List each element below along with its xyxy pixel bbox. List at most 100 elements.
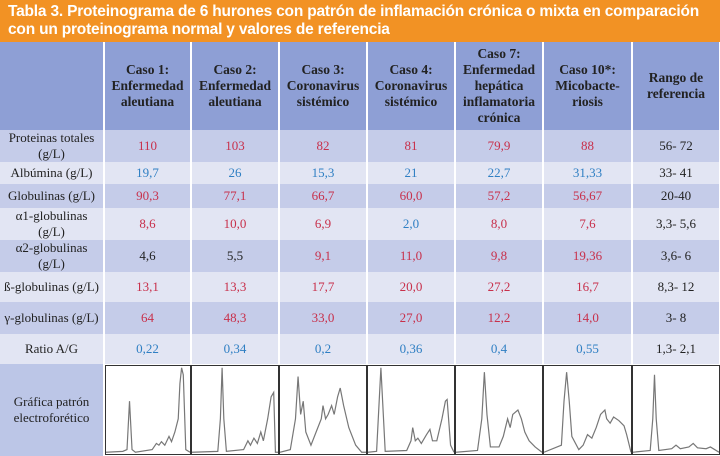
- electrophoresis-trace: [633, 375, 719, 452]
- table-title: Tabla 3. Proteinograma de 6 hurones con …: [0, 0, 720, 42]
- column-header: [0, 42, 105, 130]
- reference-range: 3- 8: [632, 302, 720, 334]
- cell-value: 0,2: [279, 334, 368, 364]
- cell-value: 81: [367, 130, 456, 162]
- cell-value: 17,7: [279, 272, 368, 302]
- cell-value: 79,9: [455, 130, 544, 162]
- row-label: γ-globulinas (g/L): [0, 302, 105, 334]
- cell-value: 31,33: [543, 162, 633, 184]
- cell-value: 9,1: [279, 240, 368, 272]
- cell-value: 22,7: [455, 162, 544, 184]
- electrophoresis-trace: [280, 377, 366, 453]
- table-row: α1-globulinas (g/L) 8,6 10,0 6,9 2,0 8,0 7,6 3,…: [0, 208, 720, 240]
- cell-value: 8,0: [455, 208, 544, 240]
- electrophoretogram: [104, 364, 191, 456]
- electrophoretogram: [367, 364, 455, 456]
- cell-value: 0,55: [543, 334, 633, 364]
- cell-value: 11,0: [367, 240, 456, 272]
- cell-value: 57,2: [455, 184, 544, 208]
- electrophoresis-graph: [632, 365, 720, 455]
- cell-value: 0,22: [104, 334, 192, 364]
- row-label: Albúmina (g/L): [0, 162, 105, 184]
- cell-value: 2,0: [367, 208, 456, 240]
- cell-value: 0,36: [367, 334, 456, 364]
- row-label: α2-globulinas (g/L): [0, 240, 105, 272]
- cell-value: 0,4: [455, 334, 544, 364]
- cell-value: 20,0: [367, 272, 456, 302]
- cell-value: 110: [104, 130, 192, 162]
- cell-value: 13,3: [191, 272, 280, 302]
- column-header: Rango de referencia: [632, 42, 720, 130]
- cell-value: 6,9: [279, 208, 368, 240]
- electrophoresis-graph: [367, 365, 455, 455]
- table-row: Proteinas totales (g/L) 110 103 82 81 79,9 88 5…: [0, 130, 720, 162]
- cell-value: 19,36: [543, 240, 633, 272]
- cell-value: 90,3: [104, 184, 192, 208]
- cell-value: 5,5: [191, 240, 280, 272]
- electrophoresis-graph: [105, 365, 191, 455]
- cell-value: 0,34: [191, 334, 280, 364]
- electrophoresis-trace: [456, 372, 542, 452]
- reference-range: 3,6- 6: [632, 240, 720, 272]
- reference-range: 56- 72: [632, 130, 720, 162]
- row-label: Proteinas totales (g/L): [0, 130, 105, 162]
- cell-value: 64: [104, 302, 192, 334]
- electrophoresis-graph: [191, 365, 279, 455]
- column-header: Caso 4: Coronavirus sistémico: [367, 42, 456, 130]
- column-header: Caso 3: Coronavirus sistémico: [279, 42, 368, 130]
- table-row: Globulinas (g/L) 90,3 77,1 66,7 60,0 57,2 56,6…: [0, 184, 720, 208]
- reference-range: 8,3- 12: [632, 272, 720, 302]
- column-header: Caso 2: Enfermedad aleutiana: [191, 42, 280, 130]
- electrophoretogram: [632, 364, 720, 456]
- electrophoresis-trace: [192, 368, 278, 452]
- cell-value: 60,0: [367, 184, 456, 208]
- electrophoresis-graph: [279, 365, 367, 455]
- reference-range: 1,3- 2,1: [632, 334, 720, 364]
- cell-value: 27,0: [367, 302, 456, 334]
- column-header: Caso 7: Enfermedad hepática inflamatoria…: [455, 42, 544, 130]
- cell-value: 27,2: [455, 272, 544, 302]
- row-label: Ratio A/G: [0, 334, 105, 364]
- cell-value: 14,0: [543, 302, 633, 334]
- electrophoretogram: [543, 364, 632, 456]
- table-row: Albúmina (g/L) 19,7 26 15,3 21 22,7 31,33 33- 4…: [0, 162, 720, 184]
- cell-value: 7,6: [543, 208, 633, 240]
- table-row: α2-globulinas (g/L) 4,6 5,5 9,1 11,0 9,8 19,36…: [0, 240, 720, 272]
- graph-row: Gráfica patrón electroforético: [0, 364, 720, 456]
- cell-value: 88: [543, 130, 633, 162]
- row-label: Globulinas (g/L): [0, 184, 105, 208]
- cell-value: 56,67: [543, 184, 633, 208]
- column-header: Caso 1: Enfermedad aleutiana: [104, 42, 192, 130]
- header-row: Caso 1: Enfermedad aleutiana Caso 2: Enfe…: [0, 42, 720, 130]
- cell-value: 10,0: [191, 208, 280, 240]
- cell-value: 4,6: [104, 240, 192, 272]
- cell-value: 12,2: [455, 302, 544, 334]
- cell-value: 19,7: [104, 162, 192, 184]
- electrophoresis-graph: [543, 365, 632, 455]
- table-row: Ratio A/G 0,22 0,34 0,2 0,36 0,4 0,55 1,3- 2,1: [0, 334, 720, 364]
- cell-value: 21: [367, 162, 456, 184]
- cell-value: 33,0: [279, 302, 368, 334]
- row-label: ß-globulinas (g/L): [0, 272, 105, 302]
- table-row: γ-globulinas (g/L) 64 48,3 33,0 27,0 12,2 14,0…: [0, 302, 720, 334]
- row-label: Gráfica patrón electroforético: [0, 364, 105, 456]
- row-label: α1-globulinas (g/L): [0, 208, 105, 240]
- electrophoresis-trace: [368, 368, 454, 452]
- cell-value: 77,1: [191, 184, 280, 208]
- electrophoresis-graph: [455, 365, 543, 455]
- electrophoretogram: [279, 364, 367, 456]
- cell-value: 16,7: [543, 272, 633, 302]
- proteinogram-table: Caso 1: Enfermedad aleutiana Caso 2: Enfe…: [0, 42, 720, 456]
- cell-value: 103: [191, 130, 280, 162]
- reference-range: 3,3- 5,6: [632, 208, 720, 240]
- electrophoretogram: [191, 364, 279, 456]
- cell-value: 82: [279, 130, 368, 162]
- cell-value: 26: [191, 162, 280, 184]
- cell-value: 8,6: [104, 208, 192, 240]
- electrophoresis-trace: [106, 368, 190, 452]
- reference-range: 33- 41: [632, 162, 720, 184]
- cell-value: 66,7: [279, 184, 368, 208]
- cell-value: 48,3: [191, 302, 280, 334]
- cell-value: 9,8: [455, 240, 544, 272]
- column-header: Caso 10*: Micobacte-riosis: [543, 42, 633, 130]
